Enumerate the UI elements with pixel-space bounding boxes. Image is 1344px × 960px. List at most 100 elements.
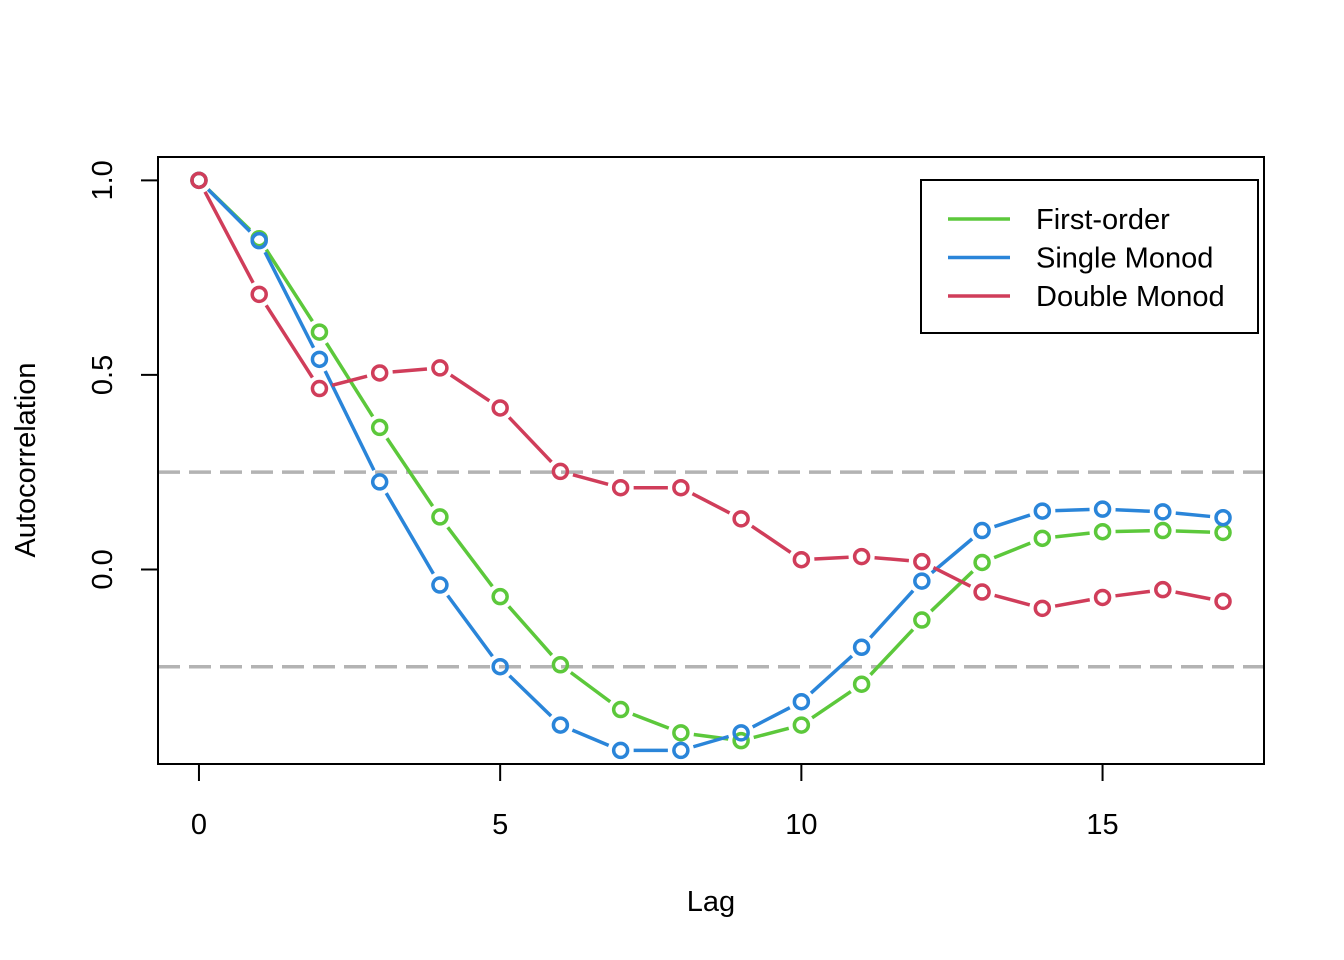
y-axis-label: Autocorrelation (10, 362, 42, 557)
data-point (250, 231, 268, 250)
data-point (551, 656, 570, 674)
series-line-segment (751, 706, 791, 729)
data-point (1214, 508, 1232, 527)
series-line-segment (869, 628, 915, 676)
series-single-monod (190, 171, 1232, 760)
series-line-segment (930, 570, 974, 613)
series-line-segment (508, 674, 553, 718)
data-point (250, 285, 268, 304)
series-line-segment (930, 537, 974, 575)
data-point (1033, 599, 1052, 618)
data-point (913, 552, 931, 571)
data-point (1093, 522, 1112, 541)
data-point (1033, 502, 1052, 520)
series-line-segment (572, 473, 609, 487)
x-tick-label: 10 (785, 809, 817, 841)
y-tick-label: 1.0 (87, 160, 119, 200)
x-tick-label: 0 (191, 809, 207, 841)
data-point (611, 478, 630, 497)
data-point (491, 657, 509, 676)
data-point (852, 638, 871, 657)
data-point (431, 576, 449, 594)
series-line-segment (1054, 598, 1091, 608)
series-line-segment (691, 492, 731, 515)
data-point (370, 473, 389, 491)
data-point (611, 741, 630, 760)
series-line-segment (869, 589, 915, 639)
legend-label-first-order: First-order (1036, 204, 1170, 236)
data-point (732, 510, 750, 528)
data-point (732, 724, 750, 742)
x-tick-label: 15 (1086, 809, 1118, 841)
x-tick-label: 5 (492, 809, 508, 841)
data-point (973, 553, 991, 572)
series-line-segment (206, 188, 252, 233)
data-point (431, 508, 449, 526)
series-line-segment (507, 416, 553, 464)
data-point (310, 379, 329, 398)
x-axis: 0 5 10 15 (191, 763, 1119, 841)
series-line-segment (203, 191, 255, 284)
data-point (190, 171, 208, 190)
data-point (852, 675, 871, 693)
data-point (913, 611, 931, 629)
y-axis: 0.0 0.5 1.0 (87, 160, 159, 590)
series-first-order (190, 171, 1232, 750)
series-double-monod (190, 171, 1232, 618)
data-point (1033, 529, 1052, 548)
series-line-segment (1175, 529, 1211, 534)
series-line-segment (874, 555, 910, 563)
y-tick-label: 0.0 (87, 549, 119, 589)
series-line-segment (385, 437, 435, 508)
series-line-segment (814, 555, 849, 561)
series-line-segment (1055, 507, 1090, 513)
series-line-segment (993, 541, 1031, 560)
data-point (672, 741, 690, 760)
series-line-segment (1115, 507, 1150, 514)
data-point (431, 359, 449, 377)
series-line-segment (1175, 590, 1211, 601)
series-line-segment (263, 251, 316, 349)
legend-label-single-monod: Single Monod (1036, 243, 1213, 275)
data-point (792, 550, 811, 569)
series-line-segment (750, 524, 792, 554)
data-point (551, 462, 570, 481)
series-line-segment (932, 565, 972, 588)
series-line-segment (994, 593, 1031, 607)
data-point (973, 521, 991, 540)
data-point (551, 716, 570, 734)
data-point (1093, 588, 1112, 607)
series-line-segment (384, 492, 435, 575)
data-point (370, 418, 389, 437)
series-line-segment (692, 734, 730, 749)
data-point (310, 350, 329, 369)
legend: First-order Single Monod Double Monod (920, 179, 1259, 334)
x-axis-label: Lag (687, 886, 735, 918)
series-line-segment (571, 728, 610, 747)
series-line-segment (331, 374, 368, 387)
data-point (1154, 580, 1172, 599)
data-point (1214, 592, 1232, 611)
data-point (491, 399, 509, 417)
data-point (1093, 500, 1112, 518)
data-point (792, 716, 811, 734)
series-line-segment (264, 304, 314, 379)
data-point (973, 583, 991, 601)
series-line-segment (1175, 511, 1211, 519)
series-line-segment (1055, 531, 1090, 539)
series-line-segment (446, 526, 494, 588)
series-layer (190, 171, 1232, 760)
series-line-segment (1115, 589, 1151, 598)
data-point (1154, 521, 1172, 540)
series-line-segment (811, 690, 852, 720)
series-line-segment (446, 594, 494, 658)
data-point (732, 731, 750, 750)
series-line-segment (809, 654, 854, 695)
series-line-segment (632, 712, 670, 730)
series-line-segment (264, 248, 314, 323)
series-line-segment (507, 605, 554, 657)
data-point (852, 547, 871, 566)
series-line-segment (1115, 529, 1150, 534)
